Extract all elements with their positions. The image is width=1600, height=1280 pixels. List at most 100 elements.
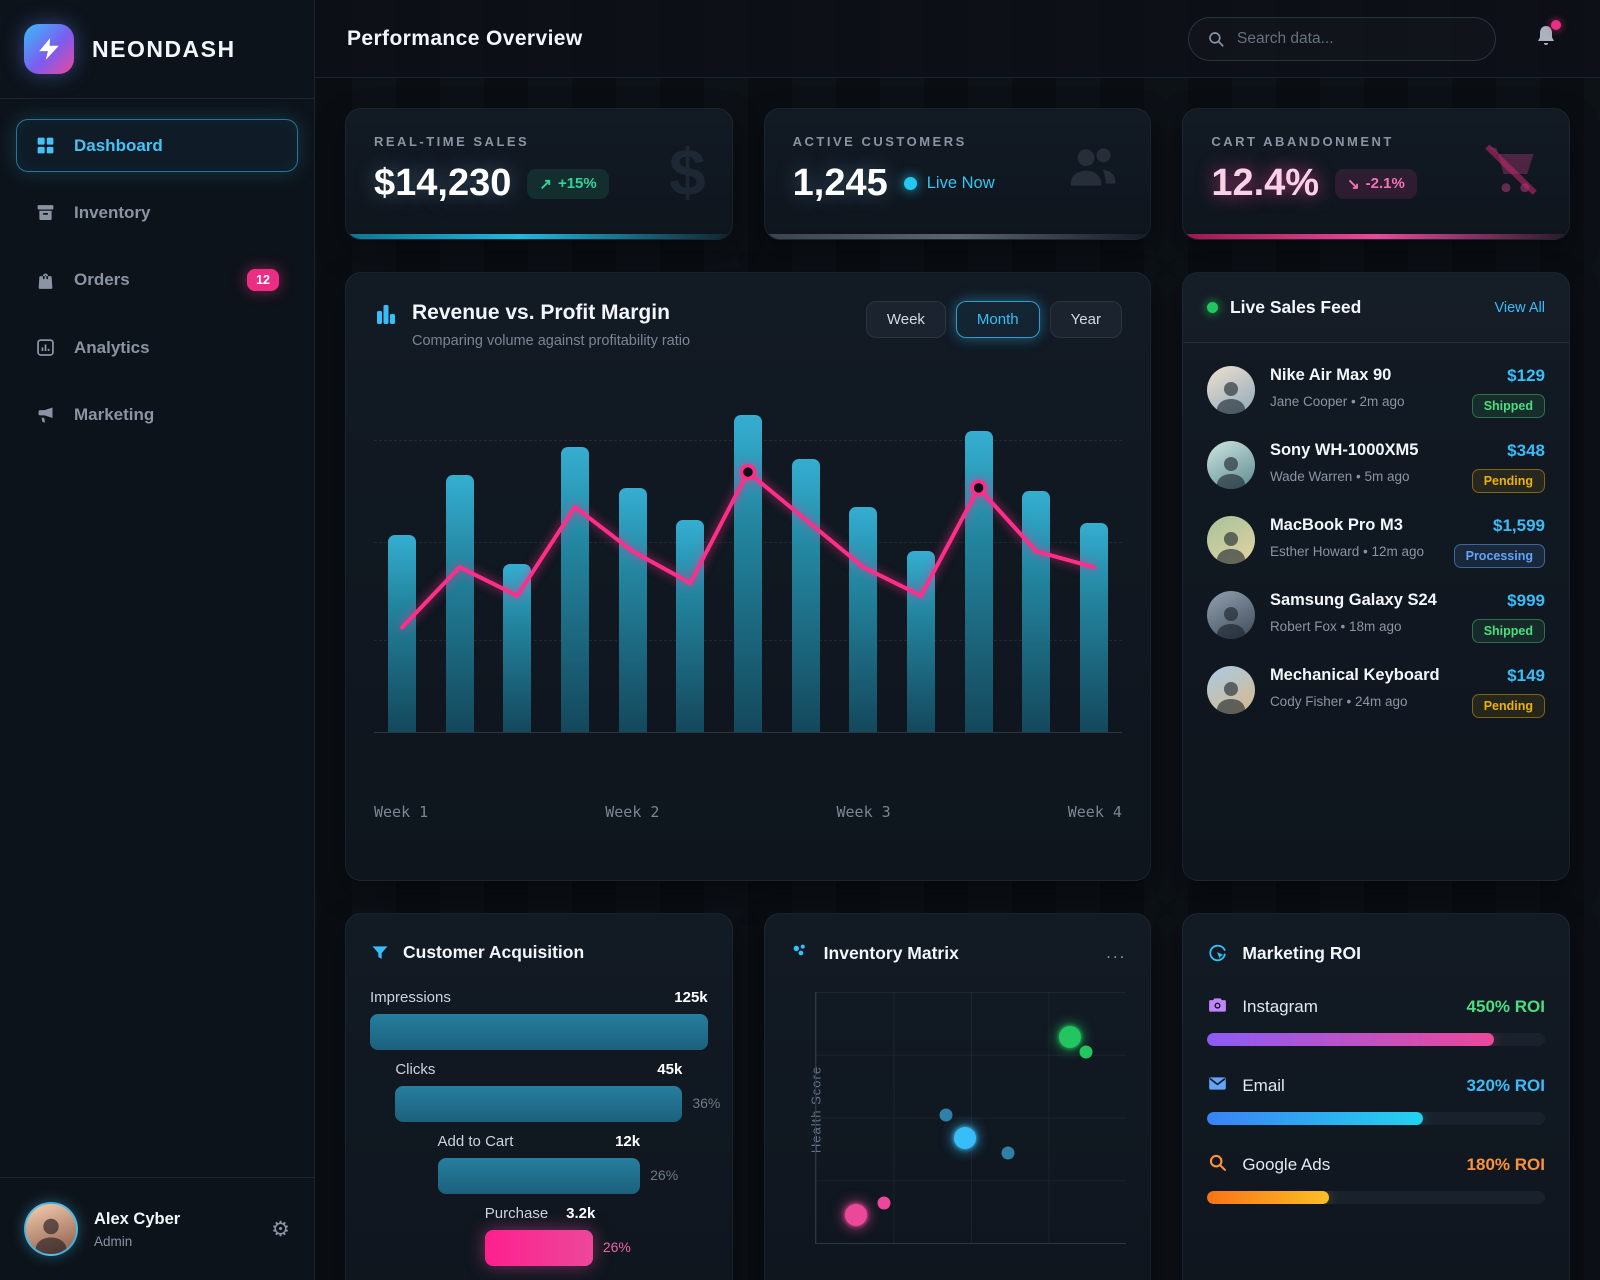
roi-title: Marketing ROI <box>1242 942 1361 963</box>
scatter-point-6 <box>877 1196 891 1210</box>
person-silhouette-icon <box>1216 682 1246 714</box>
sidebar-item-label: Analytics <box>74 337 150 357</box>
sidebar-item-marketing[interactable]: Marketing <box>16 388 298 441</box>
page-title: Performance Overview <box>347 26 583 50</box>
feed-title: Live Sales Feed <box>1229 297 1362 317</box>
funnel-stages: Impressions 125k Clicks 45k 36% Add to Cart 12… <box>370 989 720 1266</box>
roi-progress-track <box>1207 1191 1545 1204</box>
roi-row-header: Google Ads 180% ROI <box>1207 1152 1545 1178</box>
more-menu-icon[interactable]: ... <box>1106 943 1127 962</box>
view-all-link[interactable]: View All <box>1494 299 1545 316</box>
feed-item-right: $348 Pending <box>1471 441 1545 493</box>
funnel-stage-name: Add to Cart <box>437 1133 514 1150</box>
search-box[interactable] <box>1188 16 1496 61</box>
feed-product-name: Nike Air Max 90 <box>1269 366 1392 384</box>
feed-price: $348 <box>1507 441 1545 460</box>
revenue-bar-6 <box>676 519 705 732</box>
middle-row: Revenue vs. Profit Margin Comparing volu… <box>345 272 1570 881</box>
revenue-chart-card: Revenue vs. Profit Margin Comparing volu… <box>345 272 1151 881</box>
chart-subtitle: Comparing volume against profitability r… <box>412 333 691 349</box>
funnel-stage-labels: Purchase 3.2k <box>485 1205 596 1222</box>
funnel-stage-add-to-cart: Add to Cart 12k 26% <box>370 1133 708 1194</box>
logo-row: NEONDASH <box>0 0 314 99</box>
feed-price: $129 <box>1507 366 1545 385</box>
feed-item-1[interactable]: Nike Air Max 90 Jane Cooper • 2m ago $129 S… <box>1183 343 1569 418</box>
feed-customer-time: Cody Fisher • 24m ago <box>1269 694 1408 709</box>
person-silhouette-icon <box>1216 607 1246 639</box>
user-meta: Alex Cyber Admin <box>94 1210 180 1249</box>
sidebar-item-label: Marketing <box>74 404 155 424</box>
roi-value: 320% ROI <box>1466 1076 1545 1095</box>
mail-icon <box>1207 1073 1228 1099</box>
kpi-label: CART ABANDONMENT <box>1211 134 1394 149</box>
kpi-accent-bar <box>764 234 1151 239</box>
range-toggle-week[interactable]: Week <box>865 301 946 338</box>
trend-down-icon: ↘ <box>1347 175 1360 193</box>
matrix-title: Inventory Matrix <box>823 942 959 963</box>
bottom-row: Customer Acquisition Impressions 125k Clic… <box>345 913 1570 1280</box>
line-marker <box>970 479 987 497</box>
megaphone-icon <box>38 407 53 423</box>
sidebar-item-inventory[interactable]: Inventory <box>16 186 298 239</box>
roi-progress-fill <box>1207 1112 1424 1125</box>
x-tick-label: Week 1 <box>374 803 429 821</box>
user-role: Admin <box>94 1233 133 1249</box>
feed-customer-time: Robert Fox • 18m ago <box>1269 619 1402 634</box>
kpi-card-active-customers: ACTIVE CUSTOMERS 1,245 Live Now <box>763 108 1152 240</box>
x-tick-label: Week 3 <box>836 803 891 821</box>
funnel-stage-name: Clicks <box>395 1061 436 1078</box>
roi-row-email: Email 320% ROI <box>1207 1073 1545 1125</box>
dollar-icon: $ <box>668 135 706 209</box>
feed-item-2[interactable]: Sony WH-1000XM5 Wade Warren • 5m ago $348 P… <box>1183 418 1569 493</box>
scatter-icon <box>793 944 805 956</box>
user-profile[interactable]: Alex Cyber Admin ⚙ <box>0 1177 314 1280</box>
dashboard-content: REAL-TIME SALES $14,230 ↗ +15% $ ACTIVE C… <box>315 78 1600 1280</box>
funnel-stage-value: 12k <box>615 1133 641 1150</box>
roi-row-header: Email 320% ROI <box>1207 1073 1545 1099</box>
revenue-bar-4 <box>560 446 589 732</box>
chart-title: Revenue vs. Profit Margin <box>412 301 670 324</box>
sidebar-item-orders[interactable]: Orders 12 <box>16 253 298 307</box>
search-ads-icon <box>1207 1152 1228 1178</box>
feed-item-5[interactable]: Mechanical Keyboard Cody Fisher • 24m ago… <box>1183 643 1569 718</box>
search-icon <box>1209 31 1224 47</box>
revenue-bar-13 <box>1079 522 1108 732</box>
notifications-button[interactable] <box>1534 20 1561 54</box>
revenue-plot <box>374 415 1122 733</box>
scatter-point-2 <box>1079 1045 1093 1059</box>
feed-item-3[interactable]: MacBook Pro M3 Esther Howard • 12m ago $1,… <box>1183 493 1569 568</box>
range-toggle-year[interactable]: Year <box>1049 301 1122 338</box>
users-icon <box>1062 139 1124 200</box>
gear-icon[interactable]: ⚙ <box>271 1217 290 1241</box>
scatter-point-7 <box>845 1204 868 1227</box>
revenue-bar-5 <box>618 487 647 732</box>
main-area: Performance Overview REAL-TIME SALES $14… <box>315 0 1600 1280</box>
x-tick-label: Week 4 <box>1067 803 1122 821</box>
sidebar-item-dashboard[interactable]: Dashboard <box>16 119 298 172</box>
funnel-stage-value: 45k <box>657 1061 683 1078</box>
app-logo <box>24 24 74 74</box>
range-toggle-month[interactable]: Month <box>955 301 1040 338</box>
kpi-label: ACTIVE CUSTOMERS <box>792 134 967 149</box>
sidebar-item-analytics[interactable]: Analytics <box>16 321 298 374</box>
feed-item-info: Mechanical Keyboard Cody Fisher • 24m ago <box>1270 666 1440 718</box>
funnel-stage-inner: Purchase 3.2k <box>484 1205 596 1266</box>
status-badge: Pending <box>1471 469 1545 493</box>
status-badge: Shipped <box>1471 619 1545 643</box>
revenue-bar-2 <box>445 475 474 732</box>
funnel-icon <box>372 945 388 959</box>
live-dot <box>903 177 917 190</box>
feed-product-name: MacBook Pro M3 <box>1269 516 1403 534</box>
kpi-value: 1,245 <box>792 162 888 204</box>
feed-item-4[interactable]: Samsung Galaxy S24 Robert Fox • 18m ago $9… <box>1183 568 1569 643</box>
x-axis-labels: Week 1 Week 2 Week 3 Week 4 <box>374 803 1122 821</box>
roi-channel-name: Google Ads <box>1242 1155 1331 1174</box>
feed-product-name: Samsung Galaxy S24 <box>1269 591 1437 609</box>
search-input[interactable] <box>1237 29 1477 48</box>
feed-product-name: Sony WH-1000XM5 <box>1269 441 1419 459</box>
range-toggle-group: Week Month Year <box>865 301 1122 338</box>
funnel-stage-value: 3.2k <box>566 1205 596 1222</box>
user-name: Alex Cyber <box>94 1209 181 1228</box>
funnel-stage-inner: Impressions 125k <box>370 989 708 1050</box>
